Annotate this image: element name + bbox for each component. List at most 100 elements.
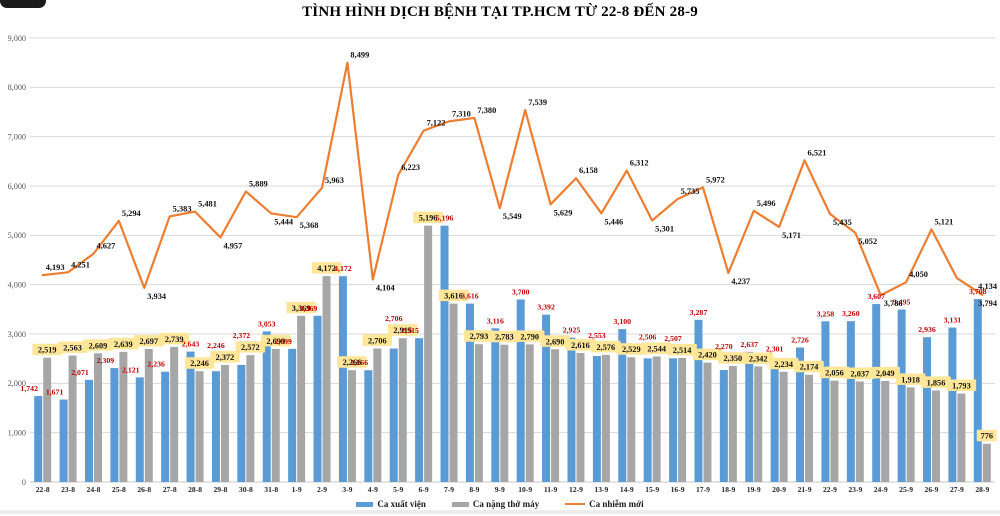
label-ca-nhiem-moi: 5,368 [300,221,319,230]
x-axis-tick-label: 26-8 [137,485,151,494]
x-axis-tick-label: 14-9 [620,485,634,494]
label-ca-xuat-vien: 3,369 [300,304,318,313]
label-badge-ca-nang [108,337,139,350]
x-axis-tick-label: 27-8 [163,485,177,494]
bar-ca-xuat-vien [262,331,271,482]
label-ca-nhiem-moi: 6,158 [579,166,598,175]
x-axis-tick-label: 28-9 [975,485,989,494]
label-ca-nhiem-moi: 3,786 [884,299,903,308]
label-ca-nhiem-moi: 4,104 [376,284,396,293]
legend-swatch-0 [356,501,374,507]
label-badge-ca-nang [32,343,62,356]
bar-ca-xuat-vien [288,348,297,482]
x-axis-tick-label: 18-9 [721,485,735,494]
label-ca-xuat-vien: 2,706 [385,314,403,323]
label-ca-nang: 2,519 [38,346,57,355]
x-axis-tick-label: 2-9 [317,485,327,494]
label-ca-nhiem-moi: 5,889 [249,179,268,188]
label-ca-nang: 2,037 [850,370,869,379]
label-badge-ca-nang [692,348,723,361]
x-axis-tick-label: 21-9 [798,485,812,494]
x-axis-tick-label: 9-9 [495,485,505,494]
label-badge-ca-nang [743,352,773,364]
label-ca-nhiem-moi: 6,521 [808,148,827,157]
x-axis-tick-label: 6-9 [419,485,429,494]
label-badge-ca-nang [337,356,367,368]
bar-ca-nang-tho-may [271,348,280,482]
label-ca-xuat-vien: 3,392 [537,303,555,312]
label-badge-ca-nang [387,324,418,336]
legend-swatch-2 [565,502,586,506]
label-ca-nang: 2,350 [724,354,743,363]
label-ca-nhiem-moi: 5,972 [706,175,725,184]
label-ca-nhiem-moi: 3,794 [978,299,998,308]
label-badge-ca-nang [311,262,342,274]
legend-swatch-1 [451,501,469,507]
bar-ca-xuat-vien [389,348,398,482]
bar-ca-nang-tho-may [906,387,915,482]
bar-ca-nang-tho-may [703,362,712,482]
label-ca-nang: 2,056 [825,369,844,378]
label-ca-nhiem-moi: 6,312 [630,159,649,168]
x-axis-tick-label: 26-9 [925,485,939,494]
label-ca-xuat-vien: 3,708 [969,287,987,296]
label-ca-nang: 2,514 [673,346,692,355]
label-ca-nhiem-moi: 7,310 [452,109,471,118]
label-ca-xuat-vien: 3,131 [944,316,962,325]
bar-ca-xuat-vien [948,327,957,482]
bar-ca-nang-tho-may [652,356,661,482]
bar-ca-xuat-vien [745,351,754,482]
label-ca-nang: 2,793 [470,332,489,341]
label-ca-xuat-vien: 2,726 [791,336,809,345]
bar-ca-xuat-vien [84,379,93,482]
label-badge-ca-nang [286,301,316,314]
label-ca-nhiem-moi: 5,629 [554,208,573,217]
label-ca-nhiem-moi: 7,122 [427,119,446,128]
bar-ca-xuat-vien [59,399,68,482]
label-ca-nang: 2,616 [571,341,590,350]
label-ca-nhiem-moi: 6,223 [401,163,420,172]
bar-ca-nang-tho-may [805,374,814,482]
label-ca-xuat-vien: 2,246 [207,341,225,350]
bar-ca-nang-tho-may [754,366,763,482]
bar-ca-xuat-vien [592,356,601,482]
x-axis-tick-label: 25-8 [112,485,126,494]
label-badge-ca-nang [210,350,240,363]
label-ca-nhiem-moi: 4,957 [223,241,242,250]
label-ca-xuat-vien: 5,196 [436,214,454,223]
bar-ca-nang-tho-may [119,351,128,482]
top-left-window-fragment [0,0,46,8]
bar-ca-xuat-vien [567,337,576,482]
label-ca-nang: 2,639 [114,340,133,349]
label-ca-nang: 1,793 [952,382,971,391]
x-axis-tick-label: 23-9 [848,485,862,494]
label-ca-nang: 3,616 [444,292,463,301]
label-ca-nhiem-moi: 5,446 [604,217,623,226]
bar-ca-nang-tho-may [627,357,636,482]
bar-ca-xuat-vien [211,371,220,482]
label-badge-ca-nang [641,342,672,354]
bar-ca-xuat-vien [897,309,906,482]
label-badge-ca-nang [976,429,997,442]
x-axis-tick-label: 12-9 [569,485,583,494]
label-ca-xuat-vien: 2,925 [563,326,581,335]
bar-ca-xuat-vien [440,225,449,482]
bar-ca-xuat-vien [415,338,424,482]
label-badge-ca-nang [845,367,875,380]
label-ca-nang: 2,174 [800,363,819,372]
bar-ca-xuat-vien [643,358,652,482]
label-badge-ca-nang [413,211,443,224]
label-badge-ca-nang [946,379,977,392]
label-ca-xuat-vien: 2,270 [715,342,733,351]
x-axis-tick-label: 22-9 [823,485,837,494]
bar-ca-nang-tho-may [957,393,966,482]
label-ca-nhiem-moi: 5,435 [833,218,852,227]
bar-ca-nang-tho-may [678,357,687,482]
x-axis-tick-label: 23-8 [61,485,75,494]
label-ca-nang: 2,420 [698,351,717,360]
bar-ca-nang-tho-may [322,276,331,482]
label-ca-nang: 2,706 [368,337,387,346]
bar-ca-nang-tho-may [525,344,534,482]
bar-ca-nang-tho-may [398,338,407,482]
label-ca-nang: 4,172 [317,264,336,273]
